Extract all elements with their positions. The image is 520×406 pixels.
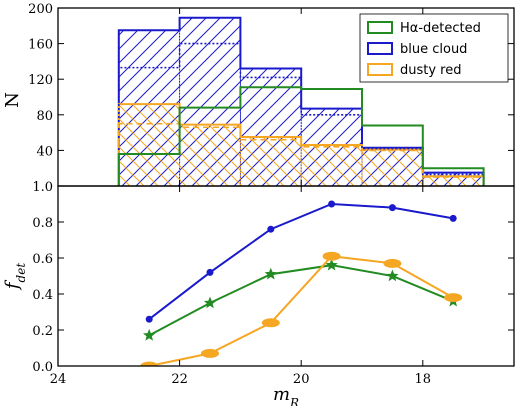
fraction-point (140, 361, 159, 366)
fraction-point (322, 251, 341, 261)
top-y-tick-label: 40 (36, 144, 53, 159)
histogram-bar (239, 136, 302, 186)
bottom-x-tick-label: 24 (50, 372, 67, 387)
fraction-point (267, 225, 275, 233)
bottom-x-tick-label: 20 (293, 372, 310, 387)
fraction-point (388, 204, 396, 212)
bottom-y-tick-label: 0.0 (32, 360, 53, 375)
legend-label: dusty red (400, 63, 462, 78)
fraction-point (203, 296, 217, 309)
fraction-point (143, 328, 156, 341)
fraction-point (386, 269, 399, 282)
fraction-point (383, 258, 402, 268)
top-y-axis-title: N (2, 92, 23, 108)
legend-label: Hα-detected (400, 21, 481, 36)
histogram-bar (179, 124, 241, 186)
top-y-tick-label: 120 (28, 73, 53, 88)
fraction-series-0 (145, 200, 457, 323)
bottom-y-tick-label: 0.6 (32, 252, 53, 267)
fraction-point (264, 267, 277, 280)
top-y-tick-label: 160 (28, 38, 53, 53)
top-y-tick-label: 200 (28, 2, 53, 17)
fraction-series-2 (140, 251, 463, 366)
top-y-tick-label: 80 (36, 109, 53, 124)
legend-swatch (367, 63, 393, 76)
histogram-bar (118, 103, 181, 186)
legend: Hα-detected blue cloud dusty red (359, 13, 509, 83)
fraction-line (148, 255, 454, 366)
fraction-point (328, 200, 336, 208)
top-y-tick-label: 1.0 (32, 180, 53, 195)
histogram-outline (117, 86, 485, 186)
bottom-y-tick-label: 0.8 (32, 216, 53, 231)
fraction-panel: 0.0 0.2 0.4 0.6 0.8 24 22 20 18 fdet mR (2, 185, 515, 406)
legend-box (359, 13, 509, 83)
bottom-x-tick-label: 18 (415, 372, 432, 387)
bottom-y-tick-label: 0.4 (32, 288, 53, 303)
bottom-y-tick-label: 0.2 (32, 324, 53, 339)
legend-swatch (367, 21, 393, 34)
fraction-point (201, 348, 219, 358)
fraction-point (261, 318, 280, 328)
fraction-point (449, 214, 457, 222)
fraction-point (206, 268, 214, 276)
histogram-series-0 (117, 86, 485, 186)
histogram-series-3 (117, 103, 485, 186)
legend-label: blue cloud (400, 42, 467, 57)
fraction-line (148, 202, 454, 320)
bottom-panel-frame (57, 185, 515, 367)
histogram-bar (300, 144, 363, 186)
fraction-point (145, 315, 153, 323)
x-axis-title: mR (273, 384, 299, 406)
fraction-series-1 (143, 258, 460, 341)
fraction-line (148, 264, 454, 337)
histogram-bar (361, 149, 424, 186)
fraction-point (325, 258, 338, 271)
bottom-y-axis-title: fdet (2, 263, 28, 291)
fraction-point (444, 293, 463, 303)
histogram-panel: 1.0 40 80 120 160 200 N Hα-detected blue cloud… (2, 2, 515, 195)
bottom-x-tick-label: 22 (171, 372, 188, 387)
legend-swatch (367, 42, 393, 55)
